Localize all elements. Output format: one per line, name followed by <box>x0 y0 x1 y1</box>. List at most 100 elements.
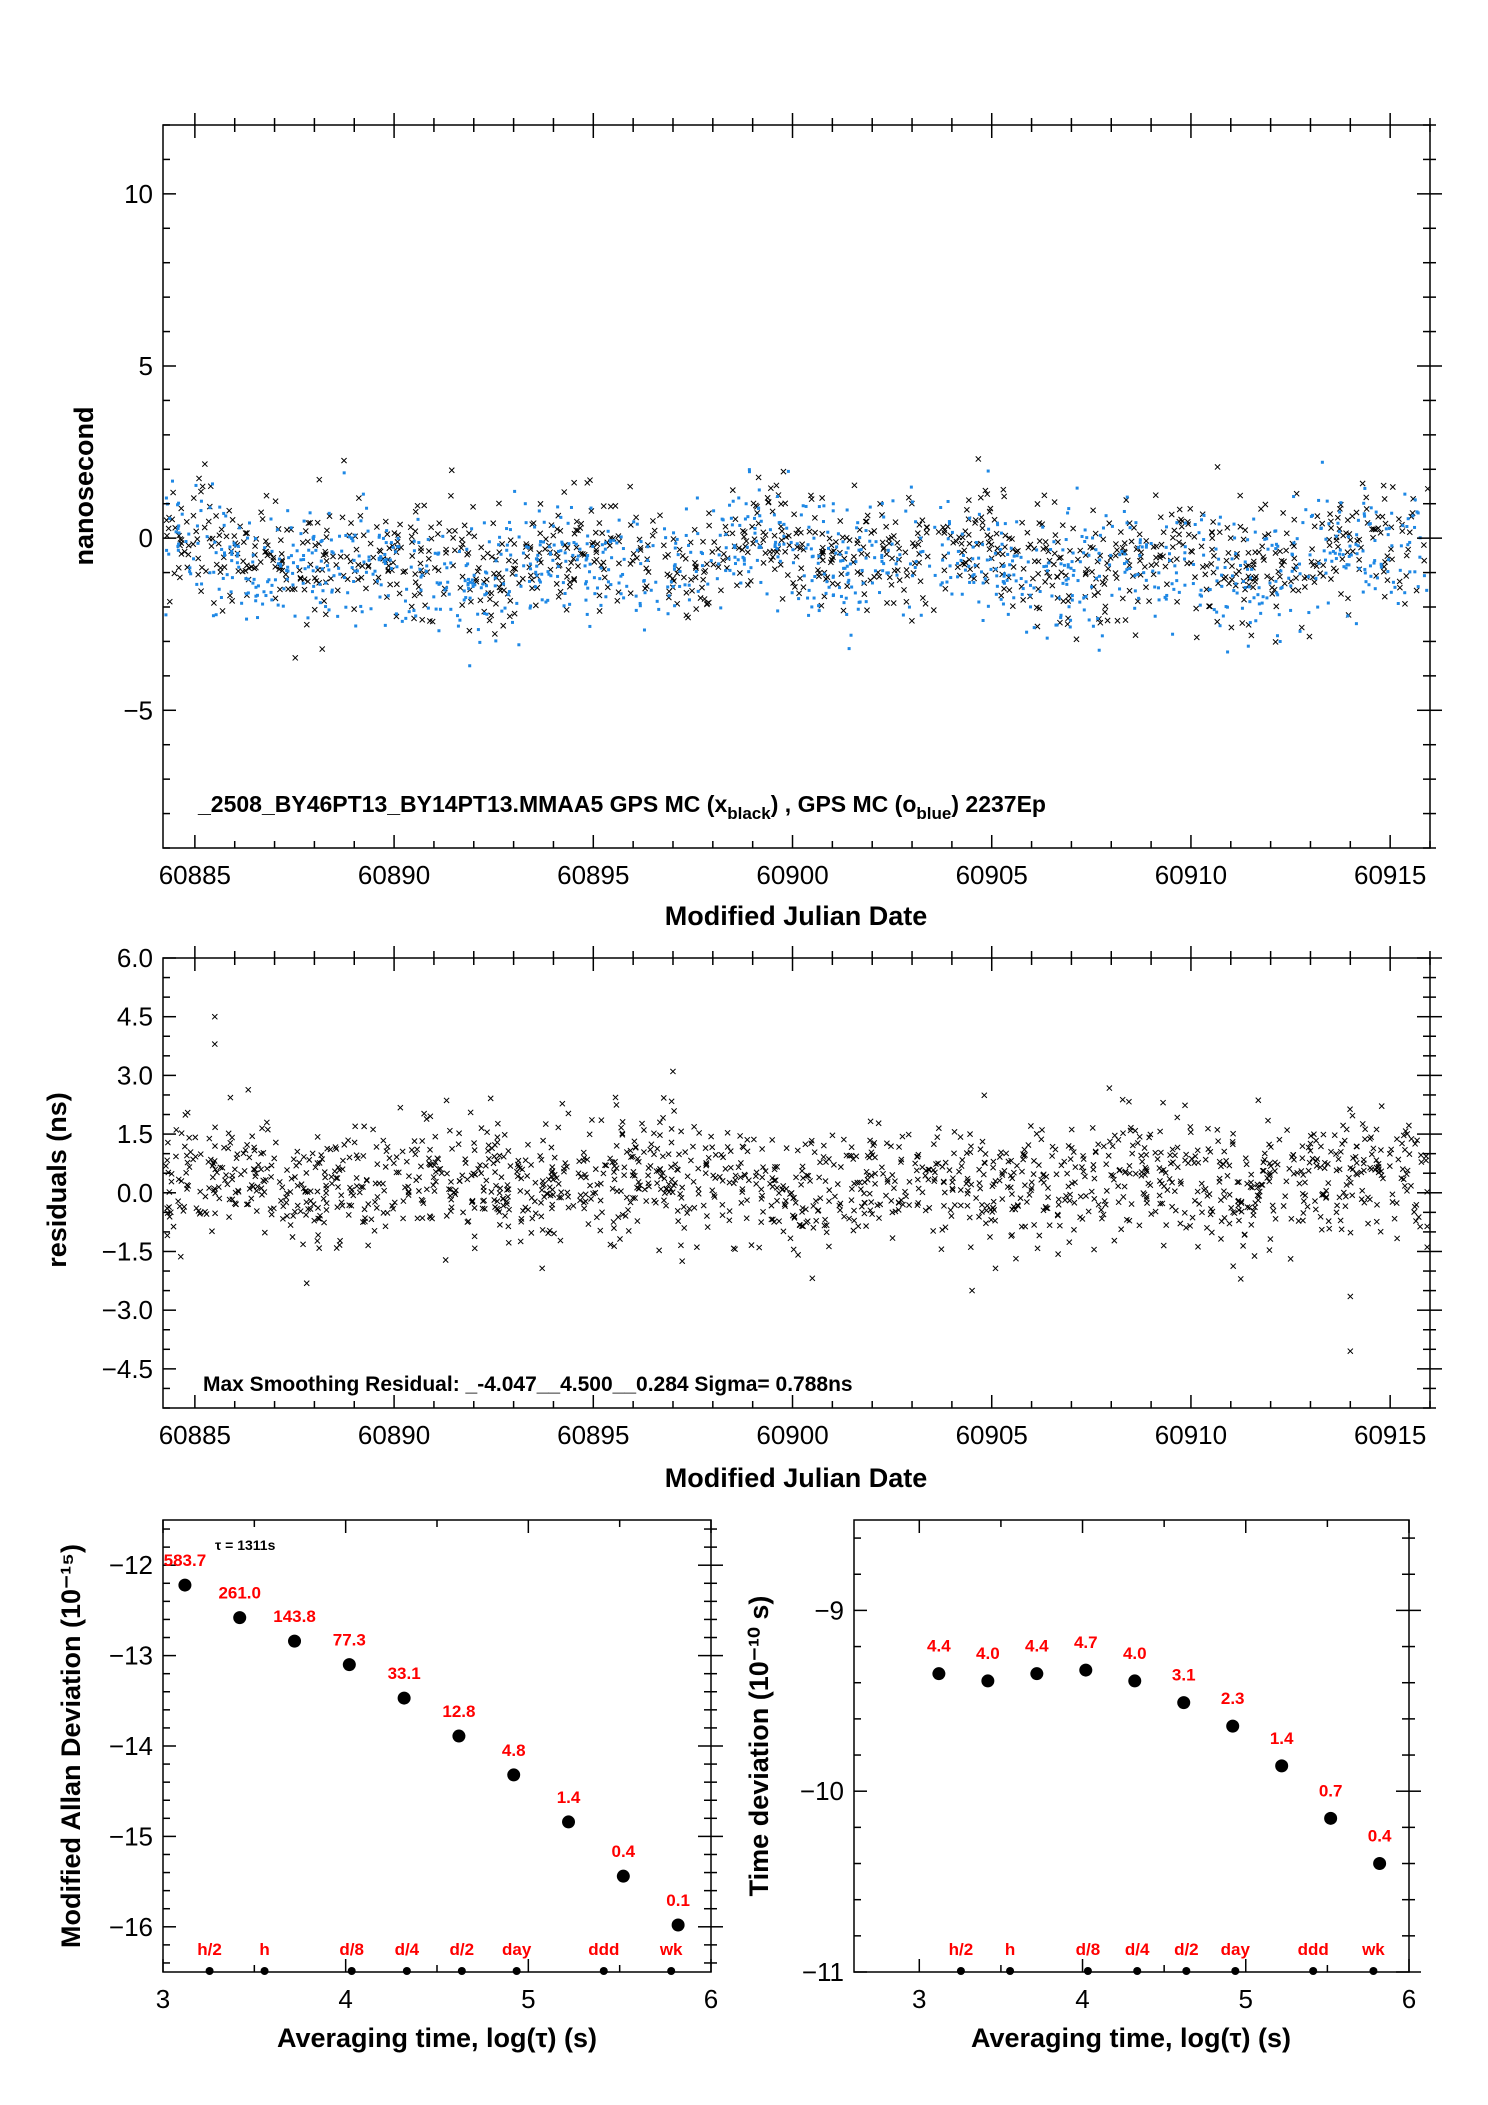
blue-point <box>244 577 248 581</box>
residual-point <box>577 1197 583 1204</box>
residual-point <box>1307 1140 1314 1147</box>
black-point <box>629 557 636 564</box>
black-point <box>467 598 474 605</box>
residual-point <box>978 1208 985 1215</box>
blue-point <box>287 556 291 560</box>
residual-point <box>315 1232 322 1238</box>
blue-point <box>230 549 234 553</box>
residual-point <box>826 1198 833 1205</box>
black-point <box>1225 549 1232 556</box>
black-point <box>1020 565 1027 572</box>
residual-point <box>804 1218 811 1225</box>
blue-point <box>235 561 239 565</box>
residual-point <box>1120 1193 1127 1200</box>
residual-point <box>334 1175 341 1182</box>
residual-point <box>1194 1147 1201 1154</box>
blue-point <box>1066 577 1070 581</box>
black-point <box>1344 549 1351 556</box>
blue-point <box>1200 594 1204 598</box>
blue-point <box>1362 512 1366 516</box>
black-point <box>1090 507 1097 514</box>
black-point <box>596 592 603 599</box>
blue-point <box>1172 587 1176 591</box>
residual-point <box>1313 1137 1320 1144</box>
residual-point <box>483 1177 490 1184</box>
y-tick-label: −9 <box>814 1595 844 1625</box>
black-point <box>1232 582 1239 589</box>
residual-point <box>1358 1169 1365 1176</box>
blue-point <box>1098 558 1102 562</box>
black-point <box>1143 584 1149 591</box>
stability-point <box>1177 1696 1191 1710</box>
blue-point <box>1208 588 1212 592</box>
black-point <box>1090 583 1097 590</box>
blue-point <box>394 612 398 616</box>
blue-point <box>1306 575 1310 579</box>
period-label: wk <box>1361 1940 1385 1959</box>
residual-point <box>1307 1132 1314 1139</box>
black-point <box>888 581 895 588</box>
blue-point <box>1342 565 1346 569</box>
black-point <box>702 567 709 574</box>
black-point <box>993 530 1000 537</box>
black-point <box>511 610 518 617</box>
residual-point <box>1012 1255 1019 1262</box>
black-point <box>466 627 473 634</box>
residual-point <box>645 1165 652 1171</box>
black-point <box>1052 532 1059 539</box>
residual-point <box>867 1207 874 1214</box>
residual-point <box>863 1223 870 1230</box>
black-point <box>505 557 512 564</box>
blue-point <box>222 511 226 515</box>
residual-point <box>1234 1179 1241 1186</box>
black-point <box>1237 492 1244 499</box>
blue-point <box>225 573 229 577</box>
blue-point <box>212 570 216 574</box>
blue-point <box>1322 549 1326 553</box>
residual-point <box>1091 1246 1098 1253</box>
residual-point <box>1266 1169 1273 1176</box>
residual-point <box>1305 1144 1312 1151</box>
blue-point <box>1118 553 1122 557</box>
black-point <box>181 548 188 555</box>
blue-point <box>1122 509 1126 513</box>
residual-point <box>1068 1126 1075 1133</box>
residual-point <box>651 1151 657 1158</box>
residual-point <box>1335 1156 1342 1163</box>
black-point <box>339 514 346 521</box>
blue-point <box>468 580 472 584</box>
black-point <box>409 553 416 559</box>
residual-point <box>322 1174 329 1181</box>
blue-point <box>836 532 840 536</box>
blue-point <box>959 558 963 562</box>
blue-point <box>1059 613 1063 617</box>
blue-point <box>747 468 751 472</box>
black-point <box>570 555 577 562</box>
blue-point <box>843 566 847 570</box>
blue-point <box>251 581 255 585</box>
black-point <box>311 606 318 613</box>
black-point <box>1114 617 1121 624</box>
black-point <box>1277 548 1283 555</box>
black-point <box>166 598 173 605</box>
blue-point <box>1367 522 1371 526</box>
residual-point <box>741 1171 748 1178</box>
black-point <box>1208 560 1215 567</box>
residual-point <box>1266 1178 1273 1185</box>
blue-point <box>1014 579 1018 583</box>
black-point <box>194 536 201 543</box>
residual-point <box>1111 1132 1118 1139</box>
residual-point <box>654 1145 661 1152</box>
blue-point <box>436 552 440 556</box>
residual-point <box>611 1243 618 1250</box>
residual-point <box>1229 1141 1236 1148</box>
residual-point <box>1066 1239 1073 1246</box>
residual-point <box>967 1131 973 1138</box>
blue-point <box>246 577 250 581</box>
blue-point <box>176 548 180 552</box>
residual-point <box>432 1168 439 1175</box>
black-point <box>377 548 384 555</box>
black-point <box>312 542 319 549</box>
residual-point <box>941 1202 947 1209</box>
black-point <box>226 507 233 514</box>
